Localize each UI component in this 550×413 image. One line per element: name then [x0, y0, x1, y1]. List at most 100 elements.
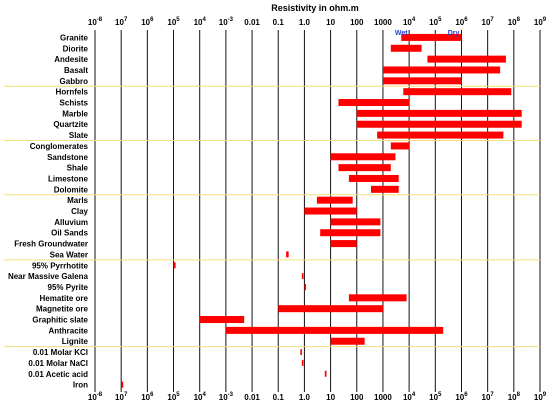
range-bar — [356, 120, 522, 128]
tick-label: 104 — [403, 392, 416, 402]
row-label: Schists — [60, 99, 89, 108]
range-bar — [316, 196, 353, 204]
tick-label: 108 — [508, 392, 521, 402]
tick-label: 0.1 — [273, 393, 285, 402]
row-label: Hematite ore — [40, 294, 89, 303]
range-bar — [356, 109, 522, 117]
tick-label: 107 — [482, 17, 495, 27]
row-label: Graphitic slate — [32, 316, 88, 325]
range-bar — [330, 240, 357, 248]
range-bar — [173, 262, 176, 269]
tick-label: 1.0 — [299, 18, 311, 27]
tick-label: 109 — [534, 17, 547, 27]
tick-label: 106 — [141, 17, 154, 27]
row-label: Granite — [60, 33, 89, 42]
row-label: Conglomerates — [30, 142, 89, 151]
tick-label: 104 — [403, 17, 416, 27]
range-bar — [348, 294, 407, 302]
tick-label: 0.01 — [244, 393, 260, 402]
row-label: Lignite — [62, 337, 89, 346]
range-bar — [301, 273, 304, 280]
range-bar — [427, 55, 506, 63]
range-bar — [304, 207, 357, 215]
row-label: 95% Pyrite — [48, 283, 89, 292]
range-bar — [324, 370, 327, 377]
row-label: Oil Sands — [51, 229, 88, 238]
range-bar — [338, 164, 391, 172]
row-label: 95% Pyrrhotite — [32, 261, 89, 270]
range-bar — [330, 337, 365, 345]
tick-label: 107 — [482, 392, 495, 402]
range-bar — [225, 326, 444, 334]
tick-label: 100 — [350, 18, 364, 27]
range-bar — [390, 44, 422, 52]
tick-label: 109 — [534, 392, 547, 402]
range-bar — [390, 142, 410, 150]
tick-label: 10-3 — [219, 17, 234, 27]
row-label: 0.01 Molar NaCl — [28, 359, 88, 368]
row-label: Diorite — [63, 44, 89, 53]
range-bar — [371, 185, 399, 193]
row-label: Hornfels — [56, 88, 89, 97]
row-label: Marble — [62, 109, 88, 118]
row-label: Clay — [71, 207, 88, 216]
chart-title: Resistivity in ohm.m — [271, 3, 359, 13]
tick-label: 1000 — [374, 393, 392, 402]
row-label: Iron — [73, 381, 88, 390]
tick-label: 105 — [167, 17, 180, 27]
row-label: Quartzite — [53, 120, 88, 129]
row-label: Sea Water — [50, 250, 88, 259]
tick-label: 100 — [350, 393, 364, 402]
range-bar — [377, 131, 504, 139]
row-label: Andesite — [54, 55, 88, 64]
row-label: Slate — [69, 131, 89, 140]
tick-label: 0.1 — [273, 18, 285, 27]
row-label: Limestone — [48, 174, 89, 183]
row-label: Basalt — [64, 66, 88, 75]
tick-label: 105 — [167, 392, 180, 402]
range-bar — [278, 305, 383, 313]
tick-label: 10 — [326, 18, 335, 27]
tick-label: 0.01 — [244, 18, 260, 27]
range-bar — [286, 251, 289, 258]
row-label: 0.01 Molar KCl — [33, 348, 88, 357]
tick-label: 106 — [141, 392, 154, 402]
annotation-label: Wet — [395, 30, 408, 37]
row-label: Fresh Groundwater — [14, 240, 88, 249]
tick-label: 10-8 — [88, 392, 103, 402]
range-bar — [301, 359, 304, 366]
tick-label: 107 — [115, 17, 128, 27]
row-label: Dolomite — [54, 185, 89, 194]
range-bar — [348, 174, 399, 182]
tick-label: 105 — [429, 392, 442, 402]
range-bar — [401, 33, 462, 41]
tick-label: 104 — [194, 17, 207, 27]
range-bar — [199, 316, 245, 324]
row-label: Alluvium — [54, 218, 88, 227]
range-bar — [330, 218, 381, 226]
tick-label: 106 — [455, 392, 468, 402]
tick-label: 1.0 — [299, 393, 311, 402]
tick-label: 107 — [115, 392, 128, 402]
row-label: Anthracite — [48, 326, 88, 335]
range-bar — [304, 283, 307, 290]
range-bar — [382, 77, 462, 85]
tick-label: 1000 — [374, 18, 392, 27]
range-bar — [338, 99, 410, 107]
range-bar — [121, 381, 124, 388]
range-bar — [320, 229, 381, 237]
row-label: Gabbro — [60, 77, 89, 86]
range-bar — [300, 349, 302, 356]
row-label: Magnetite ore — [36, 305, 89, 314]
tick-label: 108 — [508, 17, 521, 27]
tick-label: 104 — [194, 392, 207, 402]
row-label: Sandstone — [47, 153, 88, 162]
annotation-label: Dry — [448, 30, 460, 37]
row-label: Shale — [67, 164, 89, 173]
row-label: Marls — [67, 196, 88, 205]
tick-label: 10 — [326, 393, 335, 402]
tick-label: 106 — [455, 17, 468, 27]
tick-label: 105 — [429, 17, 442, 27]
